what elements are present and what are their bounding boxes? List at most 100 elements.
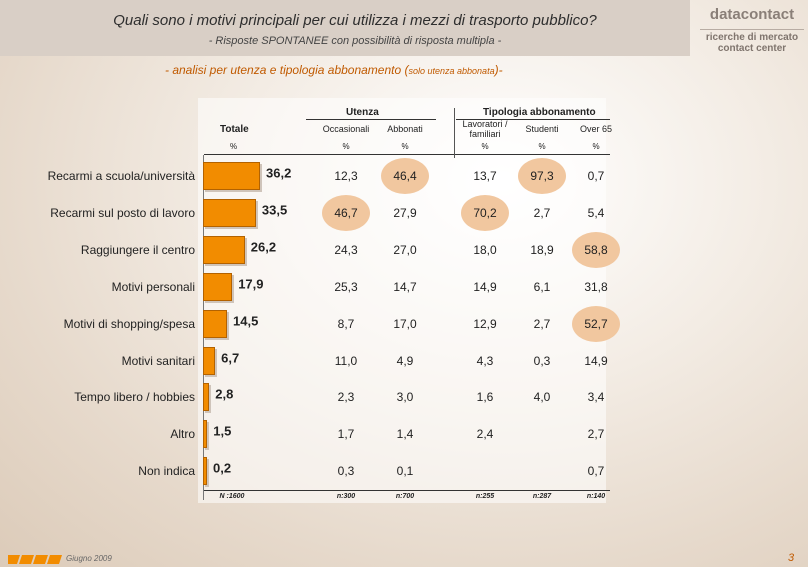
bar-value-label: 1,5 bbox=[213, 423, 232, 439]
column-unit: % bbox=[538, 142, 546, 151]
bar bbox=[203, 457, 207, 486]
bar bbox=[203, 198, 256, 227]
bar-value-label: 26,2 bbox=[250, 239, 277, 255]
column-header: Occasionali bbox=[322, 124, 370, 134]
table-cell: 18,9 bbox=[530, 242, 554, 257]
table-cell: 14,9 bbox=[584, 353, 608, 368]
table-cell: 25,3 bbox=[334, 279, 358, 294]
page-title: Quali sono i motivi principali per cui u… bbox=[113, 12, 597, 29]
category-label: Raggiungere il centro bbox=[80, 242, 195, 257]
sample-size: n:287 bbox=[532, 493, 552, 500]
table-cell: 1,6 bbox=[476, 390, 494, 405]
table-cell: 27,9 bbox=[393, 205, 417, 220]
category-label: Altro bbox=[170, 427, 195, 442]
sample-size: n:700 bbox=[395, 493, 415, 500]
bar-value-label: 2,8 bbox=[215, 386, 234, 402]
highlight-marker bbox=[518, 158, 566, 194]
column-unit: % bbox=[481, 142, 489, 151]
category-label: Motivi di shopping/spesa bbox=[63, 316, 195, 331]
sample-size: n:140 bbox=[586, 493, 606, 500]
highlight-marker bbox=[572, 305, 620, 342]
table-cell: 12,3 bbox=[334, 169, 358, 183]
table-cell: 27,0 bbox=[393, 242, 417, 257]
footer-date: Giugno 2009 bbox=[66, 554, 112, 563]
column-header: Abbonati bbox=[387, 124, 423, 134]
sample-size-total: N :1600 bbox=[219, 493, 245, 500]
category-label: Motivi personali bbox=[111, 279, 195, 294]
column-header: Lavoratori / familiari bbox=[462, 119, 508, 139]
table-cell: 52,7 bbox=[584, 316, 608, 331]
highlight-marker bbox=[322, 194, 370, 231]
table-cell: 17,0 bbox=[393, 316, 417, 331]
analysis-end: )- bbox=[494, 63, 503, 77]
table-cell: 12,9 bbox=[473, 316, 497, 331]
column-unit: % bbox=[401, 142, 409, 151]
table-cell: 4,0 bbox=[533, 390, 551, 405]
table-cell: 2,3 bbox=[337, 390, 355, 405]
table-cell: 31,8 bbox=[584, 279, 608, 294]
table-cell: 4,3 bbox=[476, 353, 494, 368]
analysis-note: - analisi per utenza e tipologia abbonam… bbox=[165, 63, 503, 77]
totale-label: Totale bbox=[220, 124, 249, 135]
group-utenza-label: Utenza bbox=[346, 107, 379, 118]
sample-size: n:300 bbox=[336, 493, 356, 500]
table-cell: 46,7 bbox=[334, 205, 358, 220]
table-cell: 0,3 bbox=[533, 353, 551, 368]
table-cell: 3,0 bbox=[396, 390, 414, 405]
group-divider bbox=[454, 108, 455, 158]
table-cell: 70,2 bbox=[473, 205, 497, 220]
table-cell: 6,1 bbox=[533, 279, 551, 294]
sample-size: n:255 bbox=[475, 493, 495, 500]
page-subtitle: - Risposte SPONTANEE con possibilità di … bbox=[208, 35, 502, 47]
table-cell: 3,4 bbox=[587, 390, 605, 405]
bar-value-label: 17,9 bbox=[238, 276, 264, 292]
table-cell: 1,4 bbox=[396, 427, 414, 442]
column-unit: % bbox=[342, 142, 350, 151]
column-header: Studenti bbox=[525, 124, 559, 134]
category-label: Recarmi a scuola/università bbox=[47, 169, 195, 183]
table-cell: 18,0 bbox=[473, 242, 497, 257]
table-cell: 2,4 bbox=[476, 427, 494, 442]
footer-bar bbox=[0, 553, 808, 567]
table-cell: 14,7 bbox=[393, 279, 417, 294]
logo-brand-b: contact bbox=[740, 6, 795, 23]
table-cell: 0,7 bbox=[587, 464, 605, 479]
table-cell: 5,4 bbox=[587, 205, 605, 220]
table-cell: 14,9 bbox=[473, 279, 497, 294]
highlight-marker bbox=[461, 194, 509, 231]
footer-rule bbox=[204, 490, 610, 491]
table-cell: 2,7 bbox=[533, 205, 551, 220]
footer-logo-icon bbox=[8, 555, 62, 564]
bar-value-label: 0,2 bbox=[213, 460, 232, 476]
group-utenza-line bbox=[306, 119, 436, 120]
table-cell: 8,7 bbox=[337, 316, 355, 331]
group-tipologia-line bbox=[456, 119, 610, 120]
bar bbox=[203, 272, 233, 301]
table-cell: 0,3 bbox=[337, 464, 355, 479]
column-header: Over 65 bbox=[579, 124, 613, 134]
bar bbox=[203, 309, 228, 338]
table-cell: 0,7 bbox=[587, 169, 605, 183]
analysis-main: - analisi per utenza e tipologia abbonam… bbox=[165, 63, 409, 77]
bar bbox=[203, 162, 260, 190]
table-cell: 0,1 bbox=[396, 464, 414, 479]
totale-pct: % bbox=[230, 142, 238, 151]
table-cell: 2,7 bbox=[587, 427, 605, 442]
logo-line-3: contact center bbox=[717, 43, 787, 54]
table-cell: 46,4 bbox=[393, 169, 417, 183]
company-logo: datacontact ricerche di mercato contact … bbox=[700, 6, 804, 54]
category-label: Non indica bbox=[138, 464, 195, 479]
table-cell: 58,8 bbox=[584, 242, 608, 257]
bar bbox=[203, 235, 245, 264]
group-tipologia-label: Tipologia abbonamento bbox=[483, 107, 596, 118]
header-rule bbox=[204, 154, 610, 155]
page-number: 3 bbox=[788, 552, 795, 564]
table-cell: 4,9 bbox=[396, 353, 414, 368]
table-cell: 11,0 bbox=[334, 353, 358, 368]
bar-value-label: 36,2 bbox=[266, 165, 292, 181]
table-cell: 1,7 bbox=[337, 427, 355, 442]
logo-line-2: ricerche di mercato bbox=[700, 29, 804, 43]
bar-value-label: 33,5 bbox=[261, 202, 288, 218]
table-cell: 2,7 bbox=[533, 316, 551, 331]
analysis-small: solo utenza abbonata bbox=[408, 66, 495, 76]
